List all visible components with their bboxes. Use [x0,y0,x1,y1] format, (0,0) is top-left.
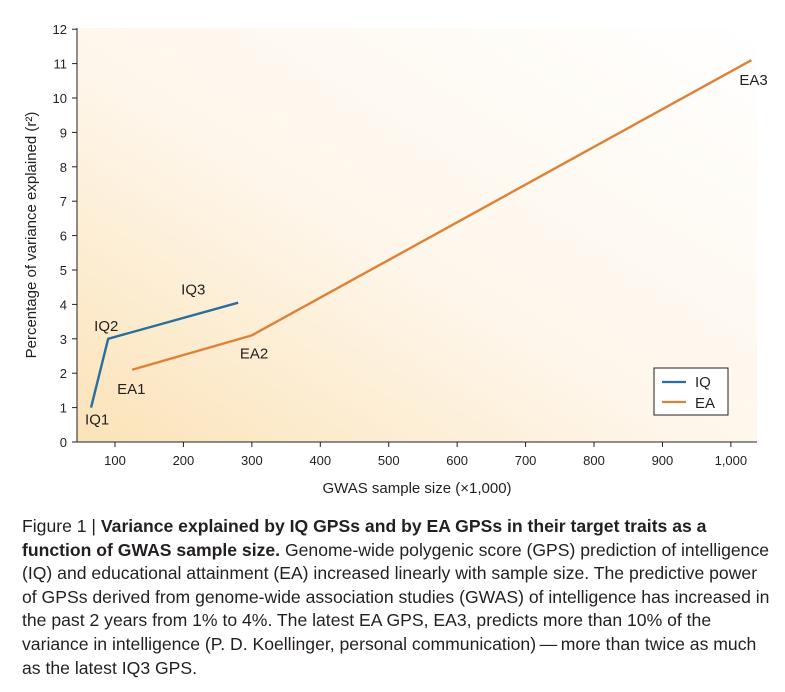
x-tick-label: 300 [241,453,263,468]
series-ea-line [131,59,752,371]
y-tick-label: 6 [60,229,67,244]
x-tick-label: 800 [583,453,605,468]
point-label-ea2: EA2 [240,345,268,362]
y-tick-label: 4 [60,297,67,312]
x-tick-label: 100 [104,453,126,468]
caption-figure-label: Figure 1 | [22,516,101,536]
x-tick-label: 700 [515,453,537,468]
y-tick-label: 11 [54,57,68,72]
legend-ea-label: EA [695,395,715,412]
x-tick-label: 500 [378,453,400,468]
caption-body: Genome-wide polygenic score (GPS) predic… [22,539,770,678]
x-tick-label: 600 [446,453,468,468]
y-tick-label: 9 [60,125,67,140]
y-tick-label: 5 [60,263,67,278]
x-tick-label: 1,000 [715,453,748,468]
y-tick-label: 0 [60,435,67,450]
y-tick-label: 3 [60,332,67,347]
series-layer [89,59,752,408]
plot-background [77,28,757,442]
y-tick-label: 8 [60,160,67,175]
point-label-ea1: EA1 [117,381,145,398]
y-tick-label: 1 [60,401,67,416]
point-labels: IQ1 IQ2 IQ3 EA1 EA2 EA3 [85,72,768,428]
y-axis-title: Percentage of variance explained (r²) [23,112,40,359]
series-iq-line [89,301,239,408]
y-tick-label: 12 [53,22,67,37]
figure-caption: Figure 1 | Variance explained by IQ GPSs… [22,515,774,680]
axes: 100 200 300 400 500 600 700 800 900 1,00001234567… [53,22,757,468]
y-tick-label: 7 [60,194,67,209]
legend-iq-label: IQ [695,374,711,391]
caption-title: Variance explained by IQ GPSs and by EA … [22,516,707,560]
point-label-ea3: EA3 [739,72,767,89]
y-tick-label: 10 [53,91,67,106]
x-axis-title: GWAS sample size (×1,000) [322,480,511,497]
y-tick-label: 2 [60,366,67,381]
legend-box [653,367,729,416]
point-label-iq1: IQ1 [85,412,109,429]
x-tick-label: 900 [652,453,674,468]
chart: 100 200 300 400 500 600 700 800 900 1,00001234567… [23,22,768,497]
point-label-iq3: IQ3 [181,282,205,299]
legend: IQ EA [653,367,729,416]
point-label-iq2: IQ2 [94,318,118,335]
x-tick-label: 400 [309,453,331,468]
x-tick-label: 200 [173,453,195,468]
